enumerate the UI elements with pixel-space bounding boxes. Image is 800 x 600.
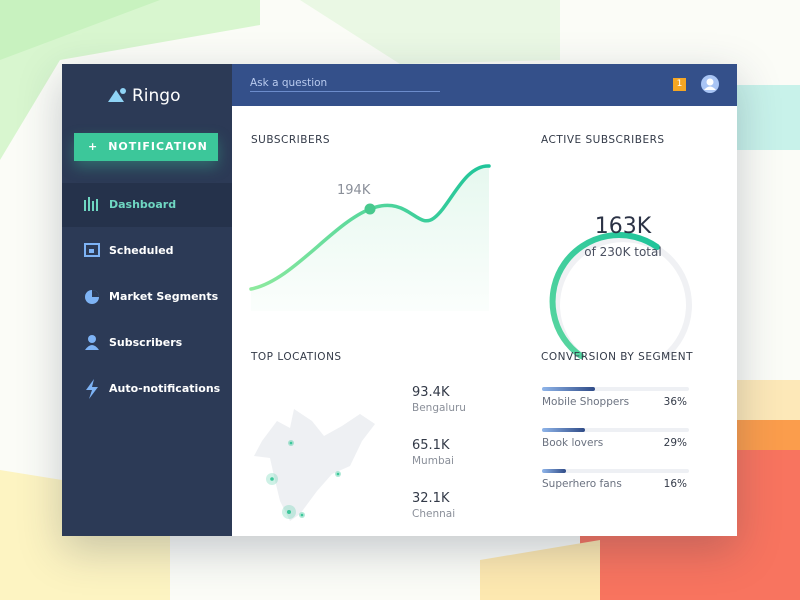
location-city: Mumbai <box>412 455 454 467</box>
segment-value: 36% <box>663 396 687 408</box>
logo <box>108 88 126 102</box>
gauge-value: 163K <box>594 214 652 239</box>
location-city: Chennai <box>412 508 456 520</box>
nav-item[interactable]: Subscribers <box>62 321 232 365</box>
badge[interactable]: 1 <box>673 78 686 91</box>
section-title: CONVERSION BY SEGMENT <box>541 351 694 363</box>
brand: Ringo <box>132 86 181 106</box>
notification-button[interactable]: + NOTIFICATION <box>74 133 218 161</box>
nav-item[interactable]: Scheduled <box>62 229 232 273</box>
location-city: Bengaluru <box>412 402 466 414</box>
gauge-caption: of 230K total <box>584 245 662 259</box>
nav-item[interactable]: Auto-notifications <box>62 367 232 411</box>
bar-track <box>542 428 689 432</box>
content-graphics <box>249 164 692 521</box>
segment-name: Superhero fans <box>542 478 622 490</box>
sidebar: Ringo + NOTIFICATION Dashboard Scheduled … <box>62 64 232 536</box>
section-title: TOP LOCATIONS <box>251 351 342 363</box>
location-value: 65.1K <box>412 438 450 453</box>
nav-item[interactable]: Dashboard <box>62 183 232 227</box>
segment-name: Book lovers <box>542 437 604 449</box>
chart-annotation: 194K <box>337 183 371 198</box>
search-input[interactable]: Ask a question <box>250 77 440 92</box>
segment-value: 29% <box>663 437 687 449</box>
bar <box>542 469 566 473</box>
bar-track <box>542 469 689 473</box>
topbar: Ask a question 1 <box>232 64 737 106</box>
bar <box>542 387 595 391</box>
dashboard-card: Ringo + NOTIFICATION Dashboard Scheduled … <box>62 64 737 536</box>
segment-name: Mobile Shoppers <box>542 396 630 408</box>
bar-track <box>542 387 689 391</box>
avatar[interactable] <box>701 75 719 93</box>
location-value: 93.4K <box>412 385 450 400</box>
nav-item[interactable]: Market Segments <box>62 275 232 319</box>
section-title: ACTIVE SUBSCRIBERS <box>541 134 665 146</box>
location-value: 32.1K <box>412 491 450 506</box>
segment-value: 16% <box>663 478 687 490</box>
bar <box>542 428 585 432</box>
section-title: SUBSCRIBERS <box>251 134 331 146</box>
